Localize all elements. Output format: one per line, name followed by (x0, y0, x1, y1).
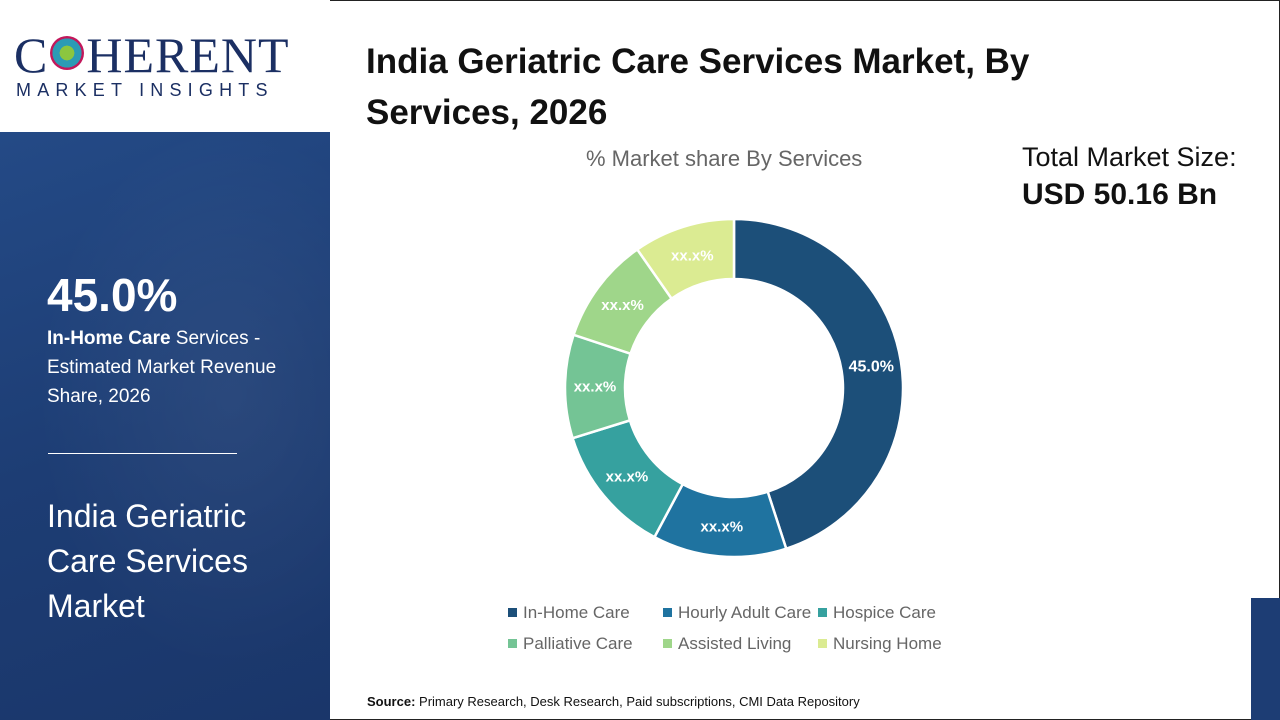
legend-swatch (663, 639, 672, 648)
source-note: Source: Primary Research, Desk Research,… (367, 694, 860, 709)
highlight-rest: Services - Estimated Market Revenue Shar… (47, 328, 277, 407)
legend-item: Nursing Home (818, 634, 942, 654)
source-text: Primary Research, Desk Research, Paid su… (415, 694, 860, 709)
legend-label: Palliative Care (523, 634, 633, 653)
corner-accent (1251, 598, 1280, 720)
data-label: xx.x% (671, 247, 714, 264)
data-label: xx.x% (701, 518, 744, 535)
legend-swatch (508, 639, 517, 648)
highlight-description: In-Home Care Services - Estimated Market… (47, 324, 297, 411)
highlight-segment: In-Home Care (47, 328, 171, 349)
legend-item: Hospice Care (818, 603, 936, 623)
chart-title: % Market share By Services (586, 146, 863, 171)
source-label: Source: (367, 694, 416, 709)
logo: C HERENT MARKET INSIGHTS (0, 0, 330, 132)
data-label: xx.x% (574, 379, 617, 396)
legend-swatch (818, 639, 827, 648)
globe-icon (50, 36, 85, 70)
total-market-value: USD 50.16 Bn (1022, 178, 1218, 211)
logo-wordmark: C HERENT (14, 27, 290, 83)
logo-tagline: MARKET INSIGHTS (16, 80, 274, 100)
legend-swatch (663, 608, 672, 617)
data-label: 45.0% (849, 358, 894, 375)
legend-label: In-Home Care (523, 603, 630, 622)
donut-slice-nursing-home (635, 217, 736, 301)
market-name: India Geriatric Care Services Market (47, 498, 248, 624)
legend-label: Hourly Adult Care (678, 603, 812, 622)
data-label: xx.x% (601, 297, 644, 314)
highlight-value: 45.0% (47, 269, 178, 321)
legend-swatch (508, 608, 517, 617)
legend-item: In-Home Care (508, 603, 630, 623)
data-label: xx.x% (606, 469, 649, 486)
legend-item: Assisted Living (663, 634, 791, 654)
legend-label: Hospice Care (833, 603, 936, 622)
total-market-label: Total Market Size: (1022, 142, 1237, 172)
legend-swatch (818, 608, 827, 617)
sidebar-panel (0, 132, 330, 720)
legend-item: Palliative Care (508, 634, 633, 654)
legend-label: Assisted Living (678, 634, 792, 653)
legend-label: Nursing Home (833, 634, 942, 653)
page-title: India Geriatric Care Services Market, By… (366, 42, 1030, 132)
divider (48, 453, 237, 454)
legend-item: Hourly Adult Care (663, 603, 811, 623)
donut-slice-in-home-care (732, 217, 905, 551)
